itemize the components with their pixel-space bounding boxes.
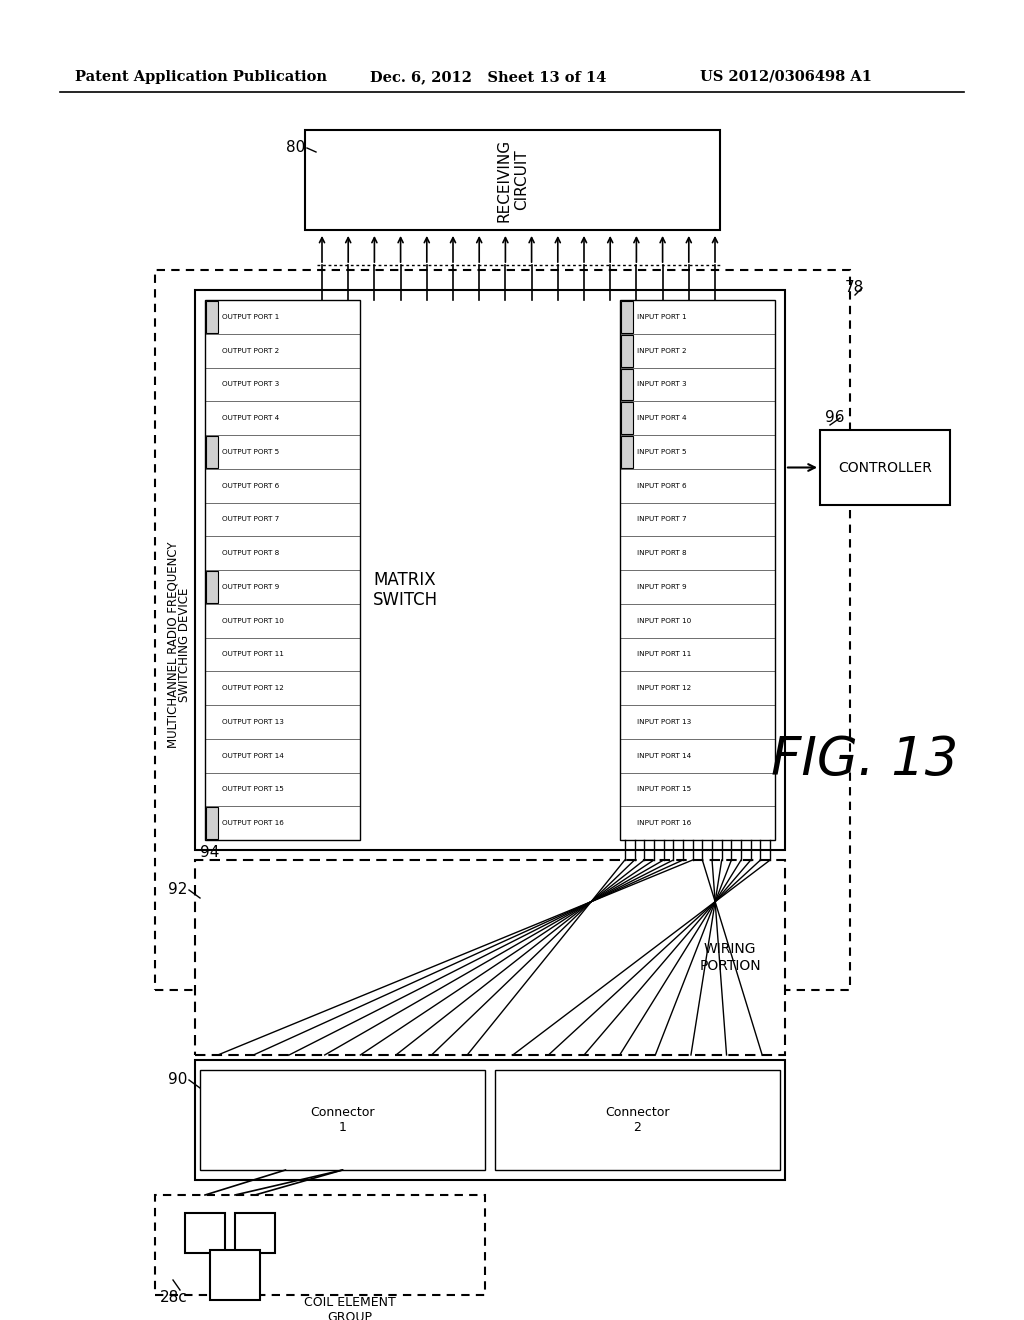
Text: MULTICHANNEL RADIO FREQUENCY: MULTICHANNEL RADIO FREQUENCY: [167, 541, 179, 748]
Text: CONTROLLER: CONTROLLER: [838, 461, 932, 474]
Bar: [620, 300, 775, 840]
Text: MATRIX
SWITCH: MATRIX SWITCH: [373, 570, 437, 610]
Bar: [621, 403, 633, 434]
Bar: [210, 1250, 260, 1300]
Text: WIRING
PORTION: WIRING PORTION: [699, 942, 761, 973]
Text: 28c: 28c: [160, 1290, 187, 1305]
Text: Connector
1: Connector 1: [310, 1106, 375, 1134]
Bar: [206, 808, 218, 840]
Bar: [200, 1071, 485, 1170]
Text: OUTPUT PORT 4: OUTPUT PORT 4: [222, 414, 280, 421]
Text: FIG. 13: FIG. 13: [771, 734, 958, 785]
Bar: [195, 1060, 785, 1180]
Bar: [185, 1213, 225, 1253]
Bar: [305, 129, 720, 230]
Text: INPUT PORT 15: INPUT PORT 15: [637, 787, 691, 792]
Text: INPUT PORT 5: INPUT PORT 5: [637, 449, 687, 455]
Bar: [621, 436, 633, 467]
Text: OUTPUT PORT 6: OUTPUT PORT 6: [222, 483, 280, 488]
Text: RECEIVING
CIRCUIT: RECEIVING CIRCUIT: [497, 139, 528, 222]
Bar: [495, 1071, 780, 1170]
Bar: [155, 1195, 485, 1295]
Text: 96: 96: [825, 411, 845, 425]
Text: INPUT PORT 7: INPUT PORT 7: [637, 516, 687, 523]
Text: OUTPUT PORT 15: OUTPUT PORT 15: [222, 787, 284, 792]
Text: INPUT PORT 1: INPUT PORT 1: [637, 314, 687, 319]
Text: OUTPUT PORT 14: OUTPUT PORT 14: [222, 752, 284, 759]
Text: INPUT PORT 14: INPUT PORT 14: [637, 752, 691, 759]
Text: OUTPUT PORT 10: OUTPUT PORT 10: [222, 618, 284, 623]
Text: OUTPUT PORT 11: OUTPUT PORT 11: [222, 651, 284, 657]
Text: INPUT PORT 6: INPUT PORT 6: [637, 483, 687, 488]
Bar: [820, 430, 950, 506]
Text: OUTPUT PORT 7: OUTPUT PORT 7: [222, 516, 280, 523]
Bar: [621, 335, 633, 367]
Text: INPUT PORT 12: INPUT PORT 12: [637, 685, 691, 692]
Text: 90: 90: [168, 1072, 187, 1088]
Bar: [621, 368, 633, 400]
Bar: [195, 861, 785, 1055]
Text: 80: 80: [286, 140, 305, 156]
Bar: [206, 572, 218, 603]
Text: Connector
2: Connector 2: [605, 1106, 670, 1134]
Text: INPUT PORT 10: INPUT PORT 10: [637, 618, 691, 623]
Text: INPUT PORT 8: INPUT PORT 8: [637, 550, 687, 556]
Text: OUTPUT PORT 16: OUTPUT PORT 16: [222, 820, 284, 826]
Text: SWITCHING DEVICE: SWITCHING DEVICE: [178, 587, 191, 702]
Text: INPUT PORT 9: INPUT PORT 9: [637, 583, 687, 590]
Text: OUTPUT PORT 12: OUTPUT PORT 12: [222, 685, 284, 692]
Text: 92: 92: [168, 883, 187, 898]
Bar: [195, 290, 785, 850]
Bar: [155, 271, 850, 990]
Text: OUTPUT PORT 2: OUTPUT PORT 2: [222, 347, 280, 354]
Bar: [206, 436, 218, 467]
Text: INPUT PORT 4: INPUT PORT 4: [637, 414, 687, 421]
Text: OUTPUT PORT 9: OUTPUT PORT 9: [222, 583, 280, 590]
Text: OUTPUT PORT 1: OUTPUT PORT 1: [222, 314, 280, 319]
Text: OUTPUT PORT 3: OUTPUT PORT 3: [222, 381, 280, 387]
Text: INPUT PORT 11: INPUT PORT 11: [637, 651, 691, 657]
Text: Patent Application Publication: Patent Application Publication: [75, 70, 327, 84]
Text: COIL ELEMENT
GROUP: COIL ELEMENT GROUP: [304, 1296, 396, 1320]
Text: 78: 78: [845, 281, 864, 296]
Text: INPUT PORT 13: INPUT PORT 13: [637, 719, 691, 725]
Bar: [205, 300, 360, 840]
Text: INPUT PORT 2: INPUT PORT 2: [637, 347, 687, 354]
Bar: [234, 1213, 275, 1253]
Bar: [621, 301, 633, 333]
Text: INPUT PORT 16: INPUT PORT 16: [637, 820, 691, 826]
Text: OUTPUT PORT 5: OUTPUT PORT 5: [222, 449, 280, 455]
Text: INPUT PORT 3: INPUT PORT 3: [637, 381, 687, 387]
Text: OUTPUT PORT 8: OUTPUT PORT 8: [222, 550, 280, 556]
Text: OUTPUT PORT 13: OUTPUT PORT 13: [222, 719, 284, 725]
Bar: [206, 301, 218, 333]
Text: US 2012/0306498 A1: US 2012/0306498 A1: [700, 70, 872, 84]
Text: Dec. 6, 2012   Sheet 13 of 14: Dec. 6, 2012 Sheet 13 of 14: [370, 70, 606, 84]
Text: 94: 94: [200, 845, 219, 861]
